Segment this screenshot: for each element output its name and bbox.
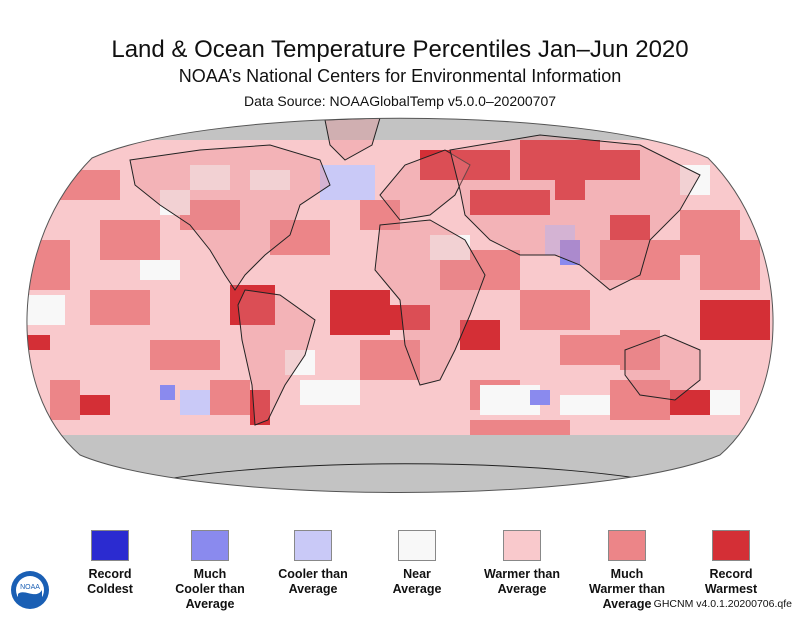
legend-label-line: Warmer than	[589, 582, 665, 596]
grid-cell-much-warmer	[520, 290, 590, 330]
grid-cell-much-warmer	[610, 380, 670, 420]
legend-label-line: Average	[288, 582, 338, 596]
grid-cell-near-average	[300, 380, 360, 405]
legend-swatch	[608, 530, 646, 561]
grid-cell-near-average	[140, 260, 180, 280]
legend-label-line: Record	[88, 567, 132, 581]
south-america	[237, 289, 316, 426]
noaa-logo-text: NOAA	[20, 584, 40, 591]
grid-cell-record-warmest	[555, 170, 585, 200]
grid-cell-record-warmest	[460, 320, 500, 350]
legend-label-line: Coldest	[87, 582, 133, 596]
north-america	[129, 144, 331, 291]
noaa-logo-icon: NOAA	[10, 570, 50, 610]
legend-swatch	[503, 530, 541, 561]
legend-item-near-average: Near Average	[362, 530, 472, 597]
grid-cell-near-average	[560, 395, 610, 415]
legend-item-cooler: Cooler than Average	[258, 530, 368, 597]
grid-cell-near-average	[250, 170, 290, 190]
grid-cell-much-warmer	[700, 240, 760, 290]
legend-swatch	[294, 530, 332, 561]
grid-cell-much-cooler	[160, 385, 175, 400]
grid-cell-much-warmer	[210, 380, 250, 415]
grid-cell-much-cooler	[530, 390, 550, 405]
grid-cell-near-average	[710, 390, 740, 415]
legend-label-line: Average	[185, 597, 235, 611]
arctic-no-data	[26, 118, 774, 140]
legend-label-line: Average	[497, 582, 547, 596]
grid-cell-much-warmer	[360, 340, 420, 380]
grid-cell-near-average	[680, 165, 710, 195]
legend-label-line: Warmest	[704, 582, 758, 596]
legend-item-record-warmest: Record Warmest	[676, 530, 786, 597]
grid-cell-much-warmer	[40, 170, 120, 200]
legend-label-line: Average	[392, 582, 442, 596]
data-source: Data Source: NOAAGlobalTemp v5.0.0–20200…	[243, 93, 557, 109]
grid-cell-record-warmest	[600, 150, 640, 180]
temperature-grid	[26, 118, 774, 493]
legend-swatch	[712, 530, 750, 561]
legend-swatch	[398, 530, 436, 561]
grid-cell-record-warmest	[26, 335, 50, 350]
map-title: Land & Ocean Temperature Percentiles Jan…	[111, 36, 689, 63]
legend-item-much-warmer: Much Warmer than Average	[572, 530, 682, 612]
grid-cell-record-warmest	[700, 300, 770, 340]
legend-item-warmer: Warmer than Average	[467, 530, 577, 597]
grid-cell-much-warmer	[100, 220, 160, 260]
grid-cell-much-warmer	[270, 220, 330, 255]
legend-label: Record Coldest	[55, 567, 165, 597]
legend-label: Record Warmest	[676, 567, 786, 597]
legend-label-line: Near	[403, 567, 431, 581]
grid-cell-cooler	[180, 390, 210, 415]
grid-cell-much-warmer	[150, 340, 220, 370]
grid-cell-much-warmer	[90, 290, 150, 325]
legend-label: Cooler than Average	[258, 567, 368, 597]
grid-cell-record-warmest	[670, 390, 710, 415]
grid-cell-much-warmer	[620, 330, 660, 370]
legend-label-line: Much	[610, 567, 644, 581]
legend-label-line: Cooler than	[278, 567, 348, 581]
grid-cell-much-warmer	[470, 420, 570, 435]
legend-label-line: Average	[602, 597, 652, 611]
antarctic-no-data	[26, 435, 774, 493]
legend-label: Much Cooler than Average	[155, 567, 265, 612]
europe	[379, 149, 471, 221]
legend-label-line: Warmer than	[484, 567, 560, 581]
grid-cell-much-warmer	[50, 380, 80, 420]
grid-cell-record-warmest	[250, 390, 270, 425]
grid-cell-record-warmest	[470, 190, 550, 215]
legend-swatch	[91, 530, 129, 561]
grid-cell-near-average	[26, 295, 65, 325]
grid-cell-much-warmer	[26, 240, 70, 290]
map-subtitle: NOAA’s National Centers for Environmenta…	[178, 66, 622, 86]
legend-item-record-coldest: Record Coldest	[55, 530, 165, 597]
australia	[624, 334, 701, 401]
legend-swatch	[191, 530, 229, 561]
grid-cell-much-warmer	[560, 335, 620, 365]
map-border	[26, 117, 774, 493]
africa	[374, 219, 486, 386]
data-credit: GHCNM v4.0.1.20200706.qfe	[653, 598, 792, 610]
legend-label: Much Warmer than Average	[572, 567, 682, 612]
legend-label: Warmer than Average	[467, 567, 577, 597]
legend-label-line: Much	[193, 567, 227, 581]
grid-cell-record-warmest	[380, 305, 430, 330]
legend-label: Near Average	[362, 567, 472, 597]
grid-cell-record-warmest	[80, 395, 110, 415]
legend-label-line: Cooler than	[175, 582, 245, 596]
continent-outlines	[109, 118, 701, 491]
legend-item-much-cooler: Much Cooler than Average	[155, 530, 265, 612]
asia	[449, 134, 701, 291]
legend-label-line: Record	[709, 567, 753, 581]
grid-cell-near-average	[160, 190, 190, 215]
grid-cell-near-average	[190, 165, 230, 190]
